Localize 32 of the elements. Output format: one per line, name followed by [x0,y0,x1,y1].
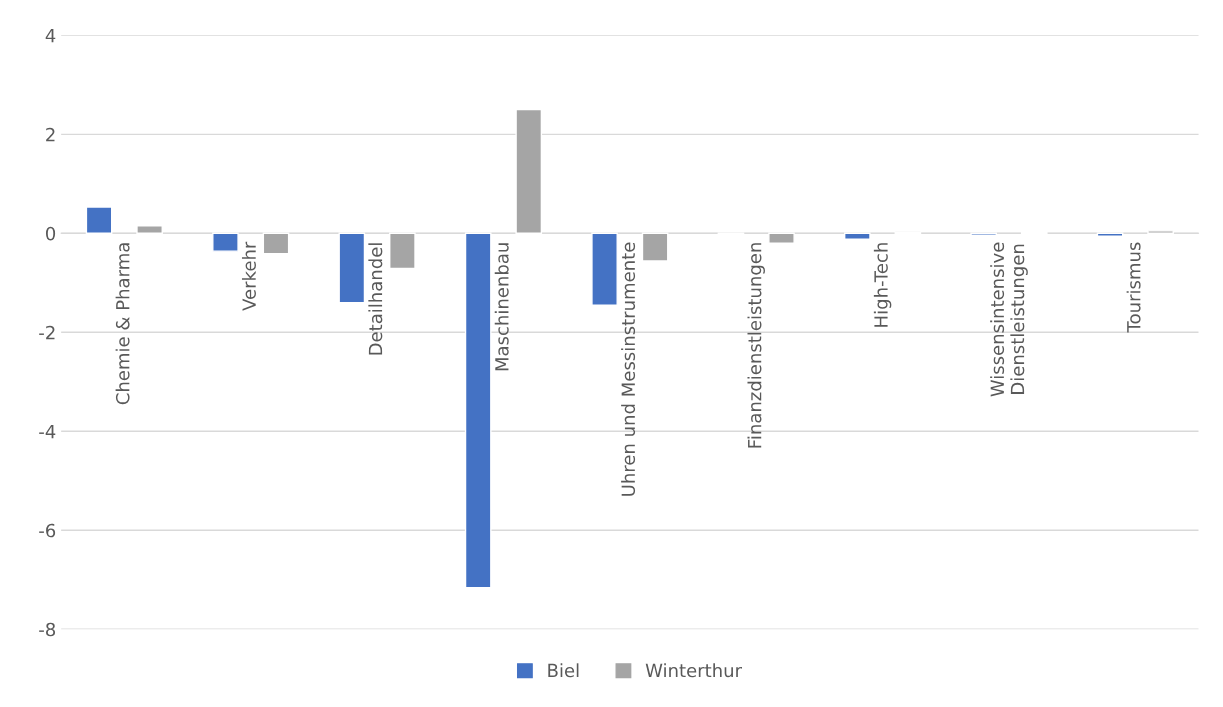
x-tick-label: High-Tech [873,243,892,327]
bar [85,206,113,235]
y-tick-label: 4 [45,29,56,43]
bar [591,232,618,306]
y-tick-label: -2 [39,325,55,340]
x-tick-label: Wissensintensive Dienstleistungen [990,242,1028,397]
bar [136,225,163,235]
x-tick-label: Tourismus [1126,242,1141,333]
bar [464,232,492,589]
x-tick-label: Chemie & Pharma [115,243,130,405]
legend-label: Winterthur [645,663,743,678]
x-tick-label: Detailhandel [368,243,383,355]
bar [641,232,669,262]
bar [1147,230,1174,235]
x-tick-label: Verkehr [241,241,256,311]
bar [1096,232,1124,237]
x-tick-label: Uhren und Messinstrumente [621,242,636,496]
legend-label: Biel [548,663,579,678]
y-tick-label: 0 [45,226,56,241]
bar [262,232,290,255]
bar [338,232,366,304]
y-tick-label: -4 [39,424,56,439]
y-tick-label: 2 [46,127,55,142]
bar [843,232,871,240]
y-tick-label: -8 [39,622,56,637]
bar [768,232,795,244]
x-tick-label: Finanzdienstleistungen [747,243,765,448]
y-tick-label: -6 [39,523,56,538]
bar [515,108,543,235]
bar [389,232,416,270]
x-tick-label: Maschinenbau [494,243,509,371]
bar [212,232,239,252]
